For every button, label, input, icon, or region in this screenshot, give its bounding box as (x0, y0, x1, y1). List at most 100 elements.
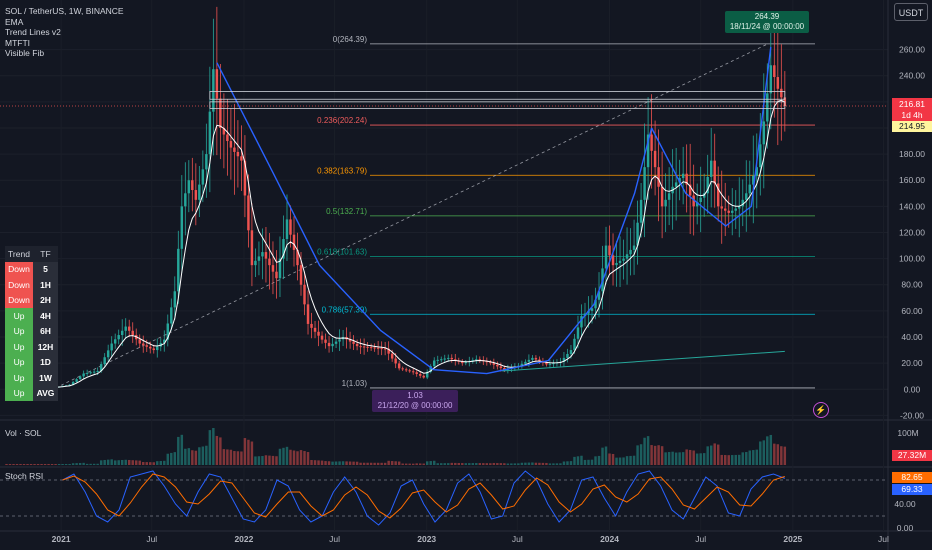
volume-bar (173, 452, 177, 465)
volume-bar (415, 463, 418, 465)
volume-bar (226, 449, 229, 465)
volume-bar (149, 462, 152, 465)
candle-body (745, 193, 748, 200)
candle-body (124, 326, 127, 331)
volume-bar (233, 451, 236, 465)
candle-body (520, 363, 524, 366)
candle-body (187, 180, 191, 194)
volume-bar (334, 461, 338, 465)
volume-bar (461, 463, 464, 465)
candle-body (639, 199, 643, 223)
candle-body (548, 363, 552, 365)
volume-bar (243, 438, 247, 465)
trend-row: Up 1W (5, 370, 58, 386)
volume-bar (538, 462, 541, 465)
volume-bar (219, 437, 222, 465)
trend-cell: Up (5, 323, 33, 339)
volume-bar (464, 463, 468, 465)
indicator-ema[interactable]: EMA (5, 16, 24, 27)
candle-body (741, 199, 744, 207)
candle-body (401, 368, 404, 370)
volume-bar (503, 463, 506, 465)
volume-bar (440, 463, 443, 465)
candle-body (573, 338, 576, 351)
volume-pane-label[interactable]: Vol · SOL (5, 428, 42, 438)
candle-body (110, 343, 113, 351)
volume-bar (531, 462, 534, 465)
fib-level-label: 0.786(57.39) (322, 305, 368, 314)
candle-body (327, 342, 331, 347)
volume-bar (643, 437, 646, 465)
lightning-icon[interactable]: ⚡ (813, 402, 829, 418)
volume-bar (320, 460, 324, 465)
candle-body (180, 206, 184, 249)
volume-bar (727, 455, 730, 465)
volume-bar (271, 455, 275, 465)
volume-bar (562, 461, 566, 465)
trend-cell: Up (5, 339, 33, 355)
indicator-trend-lines[interactable]: Trend Lines v2 (5, 27, 61, 37)
trend-cell: Down (5, 261, 33, 277)
volume-bar (499, 463, 503, 465)
candle-body (464, 362, 468, 364)
indicator-visible-fib[interactable]: Visible Fib (5, 48, 45, 58)
volume-bar (275, 456, 278, 465)
volume-bar (215, 435, 219, 465)
price-tick-label: 0.00 (904, 384, 921, 394)
volume-bar (776, 444, 780, 465)
candle-body (394, 358, 397, 364)
volume-bar (292, 450, 296, 465)
volume-bar (282, 447, 285, 465)
candle-body (75, 379, 78, 382)
volume-bar (709, 445, 713, 465)
candle-body (208, 111, 212, 155)
indicator-mtfti[interactable]: MTFTI (5, 37, 31, 48)
candle-body (278, 258, 282, 279)
candle-body (348, 339, 352, 342)
volume-bar (117, 460, 120, 465)
candle-body (447, 357, 450, 359)
volume-bar (394, 461, 397, 465)
candle-body (103, 357, 106, 365)
volume-bar (229, 449, 233, 465)
volume-bar (748, 450, 751, 465)
candle-body (524, 361, 527, 364)
volume-bar (26, 464, 29, 465)
stoch-tick-label: 40.00 (894, 499, 916, 509)
volume-bar (373, 462, 376, 465)
stoch-pane-label[interactable]: Stoch RSI (5, 471, 44, 481)
trend-cell: Down (5, 277, 33, 293)
volume-bar (110, 459, 113, 465)
candle-body (275, 271, 278, 279)
volume-bar (268, 455, 271, 465)
candle-body (324, 339, 327, 343)
price-tick-label: 180.00 (899, 149, 925, 159)
candle-body (334, 341, 338, 344)
volume-bar (702, 453, 706, 465)
support-trend-line (502, 350, 785, 372)
volume-bar (254, 456, 257, 465)
volume-bar (597, 455, 601, 465)
currency-button[interactable]: USDT (894, 3, 928, 21)
candle-body (149, 346, 152, 349)
resistance-box (209, 91, 786, 100)
volume-bar (369, 462, 373, 465)
candle-body (660, 186, 664, 207)
candle-body (289, 219, 292, 235)
candle-body (156, 346, 159, 351)
candle-body (688, 184, 692, 196)
symbol-title[interactable]: SOL / TetherUS, 1W, BINANCE (5, 6, 124, 16)
volume-bar (366, 462, 369, 465)
volume-bar (103, 460, 106, 465)
volume-bar (468, 463, 471, 465)
candle-body (383, 348, 387, 350)
candle-body (695, 202, 699, 207)
volume-bar (352, 461, 355, 465)
volume-bar (40, 464, 43, 465)
volume-bar (359, 462, 362, 465)
tf-cell: AVG (33, 385, 58, 401)
candle-body (338, 339, 341, 342)
candle-body (692, 195, 695, 207)
time-tick-label: Jul (146, 534, 157, 544)
